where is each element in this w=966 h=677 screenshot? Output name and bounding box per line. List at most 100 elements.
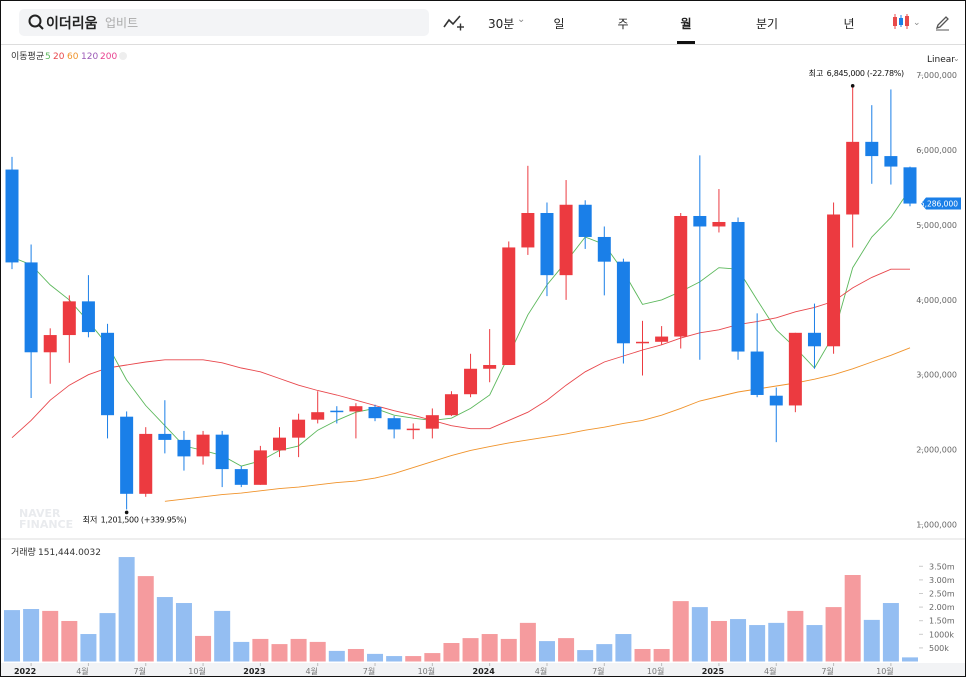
volume-y-tick-label: 3.00m [929,576,955,585]
dropdown-caret: ⌄ [953,54,960,63]
legend-close [119,52,127,60]
candle-body [655,336,669,342]
candle-body [578,204,592,237]
candle-body [731,221,745,352]
volume-bar [4,610,20,662]
moving-average-line [11,268,910,439]
candle-body [846,141,860,215]
x-tick-label: 10월 [418,666,436,676]
scale-label: Linear [927,55,955,65]
indicator-icon[interactable] [443,13,465,31]
tab-underline [677,41,695,44]
x-tick-label: 7월 [363,666,375,676]
period-tab[interactable]: 주 [617,17,629,31]
volume-y-tick-label: 2.50m [929,589,955,598]
candle-body [636,341,650,344]
candle-body [769,395,783,406]
volume-y-tick-label: 1000k [929,630,954,639]
volume-current: 151,444.0032 [38,548,101,558]
volume-bar [195,635,212,662]
volume-bar [99,613,116,662]
candle-body [559,204,573,276]
volume-bar [214,610,231,662]
period-tab[interactable]: 일 [553,17,565,31]
x-tick-label: 4월 [535,666,547,676]
candle-body [311,412,325,420]
chart-type-icon[interactable]: ⌄ [891,13,921,31]
x-tick-label: 2025 [702,667,725,676]
volume-bar [424,653,441,662]
volume-bar [42,610,59,662]
volume-bar [443,643,460,662]
candle-body [483,365,497,369]
volume-bar [386,656,403,662]
x-tick-label: 7월 [134,666,146,676]
dropdown-caret: ⌄ [517,14,526,25]
candle-body [43,335,57,353]
candle-body [24,262,38,353]
volume-bar [61,620,78,662]
price-tag: 5,286,000 [920,200,958,209]
x-axis-bar [1,663,965,676]
candle-body [750,351,764,395]
candle-body [464,368,478,395]
candle-body [368,406,382,419]
candle-body [865,141,879,157]
volume-bar [23,609,40,662]
volume-bar [175,603,192,662]
candle-body [272,437,286,451]
candle-body [139,433,153,494]
candle-body [693,215,707,227]
volume-bar [462,638,479,662]
price-tag-bg [921,197,961,210]
x-tick-label: 7월 [821,666,833,676]
volume-bar [328,650,345,662]
x-tick-label: 2023 [243,667,265,676]
period-tab[interactable]: 년 [843,17,855,31]
candle-body [253,450,267,485]
search-box[interactable]: 이더리움 업비트 [19,9,429,36]
volume-bar [902,657,918,662]
volume-bar [634,648,651,662]
volume-bar [290,638,307,662]
x-tick-label: 10월 [647,666,665,676]
volume-y-tick-label: 500k [929,644,949,653]
x-tick-label: 10월 [188,666,206,676]
y-tick-label: 5,000,000 [916,221,957,230]
y-tick-label: 1,000,000 [916,521,957,530]
volume-bar [787,610,804,662]
x-tick-label: 2024 [473,667,496,676]
volume-bar [156,597,173,662]
asset-name: 이더리움 [46,16,98,32]
volume-bar [653,648,670,662]
period-tab[interactable]: 월 [680,17,692,31]
extreme-marker [124,510,129,515]
y-tick-label: 3,000,000 [916,371,957,380]
volume-y-tick-label: 2.00m [929,603,955,612]
volume-bar [615,634,632,662]
candle-body [674,215,688,337]
candle-body [521,212,535,248]
volume-bar [118,557,135,662]
candle-body [807,332,821,347]
volume-bar [137,576,154,662]
draw-icon[interactable] [935,15,951,31]
volume-bar [596,644,613,662]
candle-body [444,394,458,416]
volume-bar [882,603,899,662]
candle-body [177,439,191,457]
candle-body [292,419,306,438]
x-tick-label: 4월 [764,666,776,676]
volume-bar [768,622,785,662]
volume-bar [844,575,861,662]
annotation-text: 1,201,500 (+339.95%) [101,515,187,524]
volume-bar [481,634,498,662]
period-tab[interactable]: 분기 [755,17,779,31]
x-tick-label: 7월 [592,666,604,676]
volume-bar [500,638,517,662]
watermark: FINANCE [19,518,73,531]
interval[interactable]: 30분 [488,17,515,31]
volume-bar [405,656,422,662]
volume-bar [347,648,364,662]
